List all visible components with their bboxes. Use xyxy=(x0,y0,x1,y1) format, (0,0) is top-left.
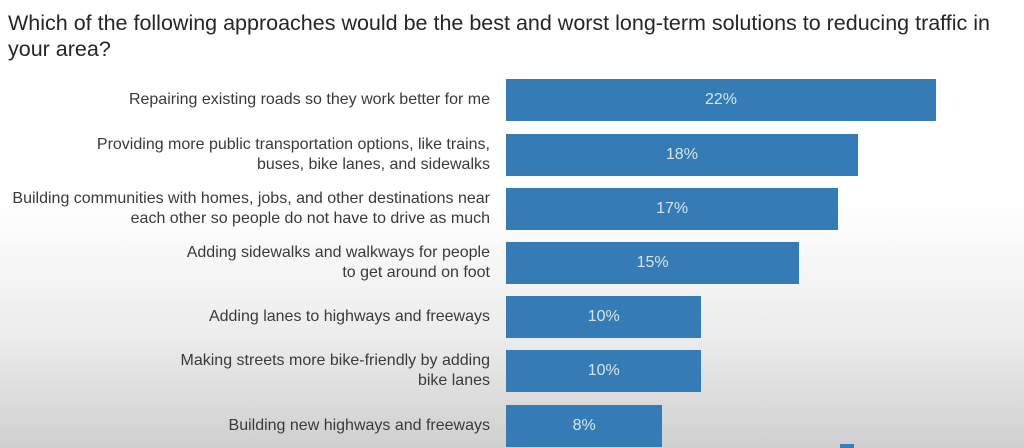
chart-title: Which of the following approaches would … xyxy=(8,11,990,61)
bar: 22% xyxy=(506,79,936,121)
category-label: Providing more public transportation opt… xyxy=(0,134,490,176)
category-label: Building new highways and freeways xyxy=(0,405,490,447)
data-label: 10% xyxy=(587,362,620,379)
bar: 17% xyxy=(506,188,839,230)
category-label: Adding sidewalks and walkways for people… xyxy=(0,242,490,284)
category-label: Repairing existing roads so they work be… xyxy=(0,79,490,121)
category-label: Adding lanes to highways and freeways xyxy=(0,296,490,338)
data-label: 15% xyxy=(636,254,669,271)
category-label-text: Providing more public transportation opt… xyxy=(96,136,490,173)
category-label-text: Building communities with homes, jobs, a… xyxy=(12,190,490,227)
category-label-text: Making streets more bike-friendly by add… xyxy=(180,352,490,389)
category-label-text: Adding sidewalks and walkways for people… xyxy=(186,244,490,281)
data-label: 17% xyxy=(656,200,689,217)
data-label: 22% xyxy=(704,91,738,108)
bar: 18% xyxy=(506,134,858,176)
bar: 15% xyxy=(506,242,800,284)
data-label: 10% xyxy=(587,308,620,325)
bar: 10% xyxy=(506,350,702,392)
video-progress-indicator[interactable] xyxy=(840,444,854,448)
category-label-text: Adding lanes to highways and freeways xyxy=(208,308,490,325)
bar: 10% xyxy=(506,296,702,338)
category-label-text: Repairing existing roads so they work be… xyxy=(128,91,490,108)
data-label: 18% xyxy=(665,146,698,163)
bar: 8% xyxy=(506,405,663,447)
data-label: 8% xyxy=(572,417,596,434)
category-label: Making streets more bike-friendly by add… xyxy=(0,350,490,392)
category-label: Building communities with homes, jobs, a… xyxy=(0,188,490,230)
category-label-text: Building new highways and freeways xyxy=(228,417,490,434)
